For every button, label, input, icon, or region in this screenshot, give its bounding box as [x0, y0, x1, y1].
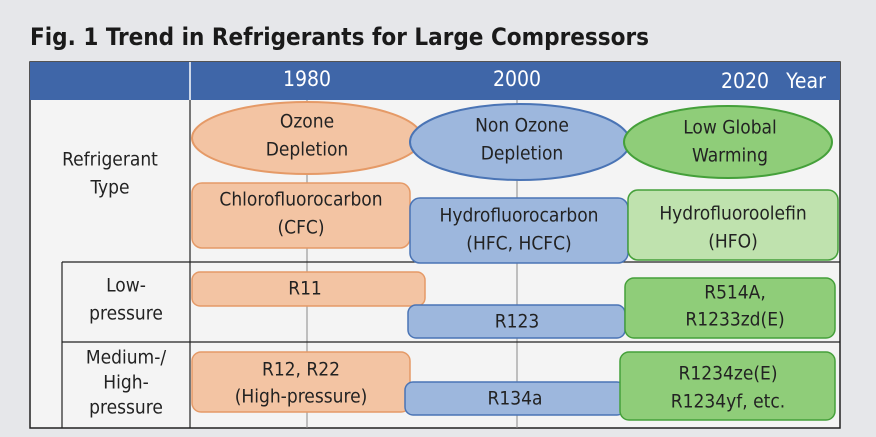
era-label: Depletion — [266, 139, 349, 161]
row-label: Type — [90, 177, 130, 199]
refrigerant-label: R514A, — [704, 282, 766, 304]
timeline-bar — [30, 62, 840, 100]
row-label: Refrigerant — [62, 149, 158, 171]
refrigerant-label: R1233zd(E) — [685, 309, 784, 331]
era-label: Ozone — [280, 111, 334, 133]
refrigerant-label: R12, R22 — [262, 359, 340, 381]
era-label: Non Ozone — [475, 115, 569, 137]
year-label: 2020 — [721, 69, 769, 93]
year-label: 2000 — [493, 67, 541, 91]
row-label: Low- — [106, 275, 146, 297]
refrigerant-label: R1234yf, etc. — [671, 391, 785, 413]
refrigerant-box — [191, 271, 426, 307]
type-label: Hydrofluorocarbon — [439, 205, 598, 227]
year-label: 1980 — [283, 67, 331, 91]
row-label: pressure — [89, 397, 163, 419]
era-label: Low Global — [683, 117, 777, 139]
type-box — [627, 189, 839, 261]
era-ellipse — [623, 105, 833, 179]
row-label: pressure — [89, 303, 163, 325]
row-label: High- — [103, 372, 148, 394]
year-unit: Year — [785, 69, 826, 93]
figure-title: Fig. 1 Trend in Refrigerants for Large C… — [30, 23, 649, 51]
era-label: Warming — [692, 145, 768, 167]
refrigerant-label: R134a — [488, 388, 543, 410]
type-label: Hydrofluoroolefin — [659, 203, 806, 225]
type-label: Chlorofluorocarbon — [219, 189, 382, 211]
type-label: (CFC) — [277, 217, 324, 239]
era-label: Depletion — [481, 143, 564, 165]
row-label: Medium-/ — [86, 347, 167, 369]
refrigerant-label: R123 — [495, 311, 540, 333]
type-label: (HFC, HCFC) — [466, 233, 571, 255]
refrigerant-box — [619, 351, 836, 421]
refrigerant-box — [624, 277, 836, 339]
type-label: (HFO) — [708, 231, 758, 253]
refrigerant-label: R1234ze(E) — [679, 363, 778, 385]
refrigerant-label: (High-pressure) — [235, 386, 368, 408]
refrigerant-label: R11 — [288, 278, 322, 300]
